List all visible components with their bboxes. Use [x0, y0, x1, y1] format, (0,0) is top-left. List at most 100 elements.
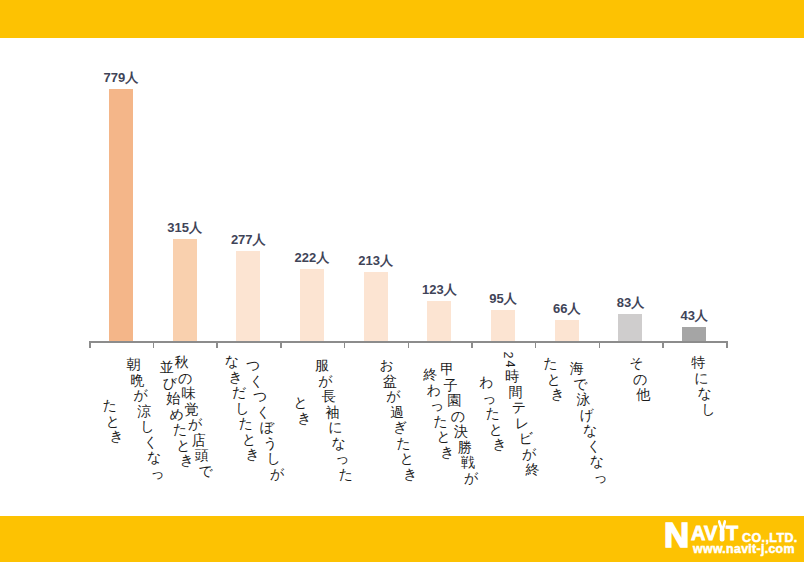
category-label-char: が [463, 470, 479, 486]
bar [300, 269, 324, 341]
category-label-char: 終 [422, 366, 438, 382]
category-label-char: の [450, 408, 466, 424]
category-label-char: た [396, 435, 412, 451]
axis-tick [471, 341, 473, 348]
category-label-char: と [105, 413, 121, 429]
bottom-banner: N AV T CO.,LTD. www.navit-j.com [0, 516, 804, 562]
category-label-char: な [331, 435, 347, 451]
category-label-char: が [133, 387, 149, 403]
category-label-char: 時 [504, 368, 520, 384]
category-label-char: 袖 [324, 404, 340, 420]
category-label-char: つ [245, 357, 261, 373]
page: 779人朝晩が涼しくなったとき315人秋の味覚が店頭で並び始めたとき277人つく… [0, 0, 804, 562]
axis-tick [535, 341, 537, 348]
category-label-char: 秋 [174, 354, 190, 370]
category-label-char: ぼ [259, 419, 275, 435]
logo-website: www.navit-j.com [693, 543, 795, 555]
category-label-char: と [546, 371, 562, 387]
category-label-char: く [255, 404, 271, 420]
category-label-char: な [697, 385, 713, 401]
category-label-char: お [379, 357, 395, 373]
category-label-char: 間 [507, 384, 523, 400]
category-label-char: が [269, 466, 285, 482]
category-label-char: な [224, 353, 240, 369]
category-label-char: 特 [690, 354, 706, 370]
bar-value-label: 123人 [409, 281, 469, 299]
bar-value-label: 43人 [664, 307, 724, 325]
bar-chart: 779人朝晩が涼しくなったとき315人秋の味覚が店頭で並び始めたとき277人つく… [0, 0, 804, 516]
category-label-char: と [293, 394, 309, 410]
bar-value-label: 66人 [537, 300, 597, 318]
logo-letter-n: N [664, 517, 689, 552]
category-label-char: め [169, 406, 185, 422]
category-label-char: た [238, 415, 254, 431]
category-label-char: に [328, 419, 344, 435]
category-label-char: 盆 [382, 373, 398, 389]
logo-letter-t: T [726, 523, 738, 543]
category-label-char: く [249, 373, 265, 389]
bar-value-label: 95人 [473, 290, 533, 308]
category-label-char: と [176, 437, 192, 453]
bar [491, 310, 515, 341]
category-label-char: 店 [191, 432, 207, 448]
axis-tick [599, 341, 601, 348]
category-label-char: っ [429, 397, 445, 413]
category-label-char: が [187, 416, 203, 432]
category-label-char: な [582, 422, 598, 438]
category-label-char: わ [426, 382, 442, 398]
bar-value-label: 213人 [346, 252, 406, 270]
category-label-char: き [109, 428, 125, 444]
category-label-char: き [492, 436, 508, 452]
category-label-char: の [177, 370, 193, 386]
category-label-char: っ [593, 469, 609, 485]
category-label-char: し [234, 400, 250, 416]
category-label-char: 甲 [439, 361, 455, 377]
category-label-char: し [700, 401, 716, 417]
category-label-char: き [439, 444, 455, 460]
category-label-char: 終 [524, 461, 540, 477]
category-label-char: 過 [389, 404, 405, 420]
axis-tick [662, 341, 664, 348]
bar [364, 272, 388, 341]
category-label-char: 泳 [576, 391, 592, 407]
category-label-char: な [589, 453, 605, 469]
bunny-ears-i-icon [718, 520, 726, 542]
category-label-char: 晩 [129, 372, 145, 388]
category-label-char: 始 [165, 390, 181, 406]
category-label-char: た [338, 466, 354, 482]
axis-tick [726, 341, 728, 348]
bar-value-label: 779人 [91, 69, 151, 87]
axis-tick [153, 341, 155, 348]
category-label-char: げ [579, 407, 595, 423]
category-label-char: が [317, 373, 333, 389]
category-label-char: で [197, 463, 213, 479]
category-label-char: し [139, 418, 155, 434]
category-label-char: 服 [314, 357, 330, 373]
category-label-char: ぎ [392, 419, 408, 435]
category-label-char: の [632, 371, 648, 387]
category-label-char: 覚 [184, 401, 200, 417]
axis-tick [280, 341, 282, 348]
bar-value-label: 222人 [282, 249, 342, 267]
category-label-char: そ [628, 355, 644, 371]
bar [109, 89, 133, 341]
category-label-char: た [102, 397, 118, 413]
category-label-char: と [241, 431, 257, 447]
logo-letters-av: AV [691, 523, 717, 543]
category-label-char: 頭 [194, 447, 210, 463]
bar [236, 251, 260, 341]
category-label-char: び [162, 375, 178, 391]
category-label-char: う [262, 435, 278, 451]
category-label-char: が [385, 388, 401, 404]
category-label-char: き [228, 369, 244, 385]
bar-value-label: 315人 [155, 219, 215, 237]
category-label-char: っ [150, 465, 166, 481]
category-label-char: ビ [518, 430, 534, 446]
axis-tick [216, 341, 218, 348]
category-label-char: 海 [569, 360, 585, 376]
category-label-char: き [403, 466, 419, 482]
category-label-char: き [296, 410, 312, 426]
category-label-char: き [245, 446, 261, 462]
category-label-char: き [179, 452, 195, 468]
category-label-char: た [485, 405, 501, 421]
